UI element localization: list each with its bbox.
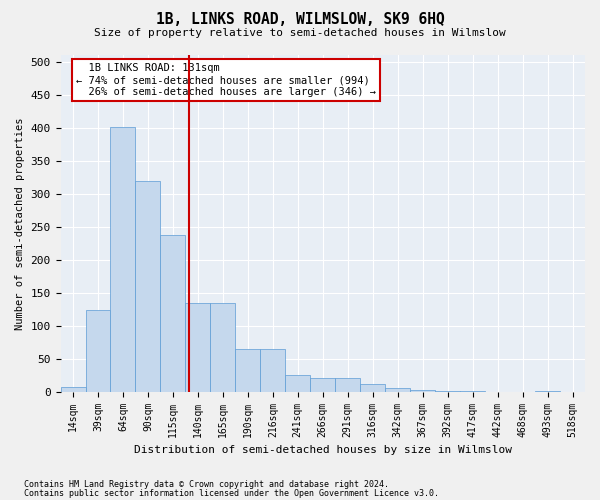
- Bar: [460, 391, 485, 392]
- Text: Size of property relative to semi-detached houses in Wilmslow: Size of property relative to semi-detach…: [94, 28, 506, 38]
- Bar: [160, 234, 185, 392]
- Bar: [61, 387, 86, 392]
- Bar: [335, 378, 360, 392]
- Bar: [286, 375, 310, 392]
- Bar: [435, 391, 460, 392]
- Bar: [235, 349, 260, 392]
- Bar: [385, 388, 410, 392]
- Text: 1B, LINKS ROAD, WILMSLOW, SK9 6HQ: 1B, LINKS ROAD, WILMSLOW, SK9 6HQ: [155, 12, 445, 28]
- Bar: [535, 391, 560, 392]
- Bar: [86, 310, 110, 392]
- Bar: [260, 349, 286, 392]
- Bar: [360, 384, 385, 392]
- Bar: [410, 390, 435, 392]
- Y-axis label: Number of semi-detached properties: Number of semi-detached properties: [15, 117, 25, 330]
- Bar: [211, 302, 235, 392]
- Bar: [136, 181, 160, 392]
- Bar: [185, 302, 211, 392]
- X-axis label: Distribution of semi-detached houses by size in Wilmslow: Distribution of semi-detached houses by …: [134, 445, 512, 455]
- Text: 1B LINKS ROAD: 131sqm
← 74% of semi-detached houses are smaller (994)
  26% of s: 1B LINKS ROAD: 131sqm ← 74% of semi-deta…: [76, 64, 376, 96]
- Text: Contains public sector information licensed under the Open Government Licence v3: Contains public sector information licen…: [24, 488, 439, 498]
- Bar: [110, 127, 136, 392]
- Bar: [310, 378, 335, 392]
- Text: Contains HM Land Registry data © Crown copyright and database right 2024.: Contains HM Land Registry data © Crown c…: [24, 480, 389, 489]
